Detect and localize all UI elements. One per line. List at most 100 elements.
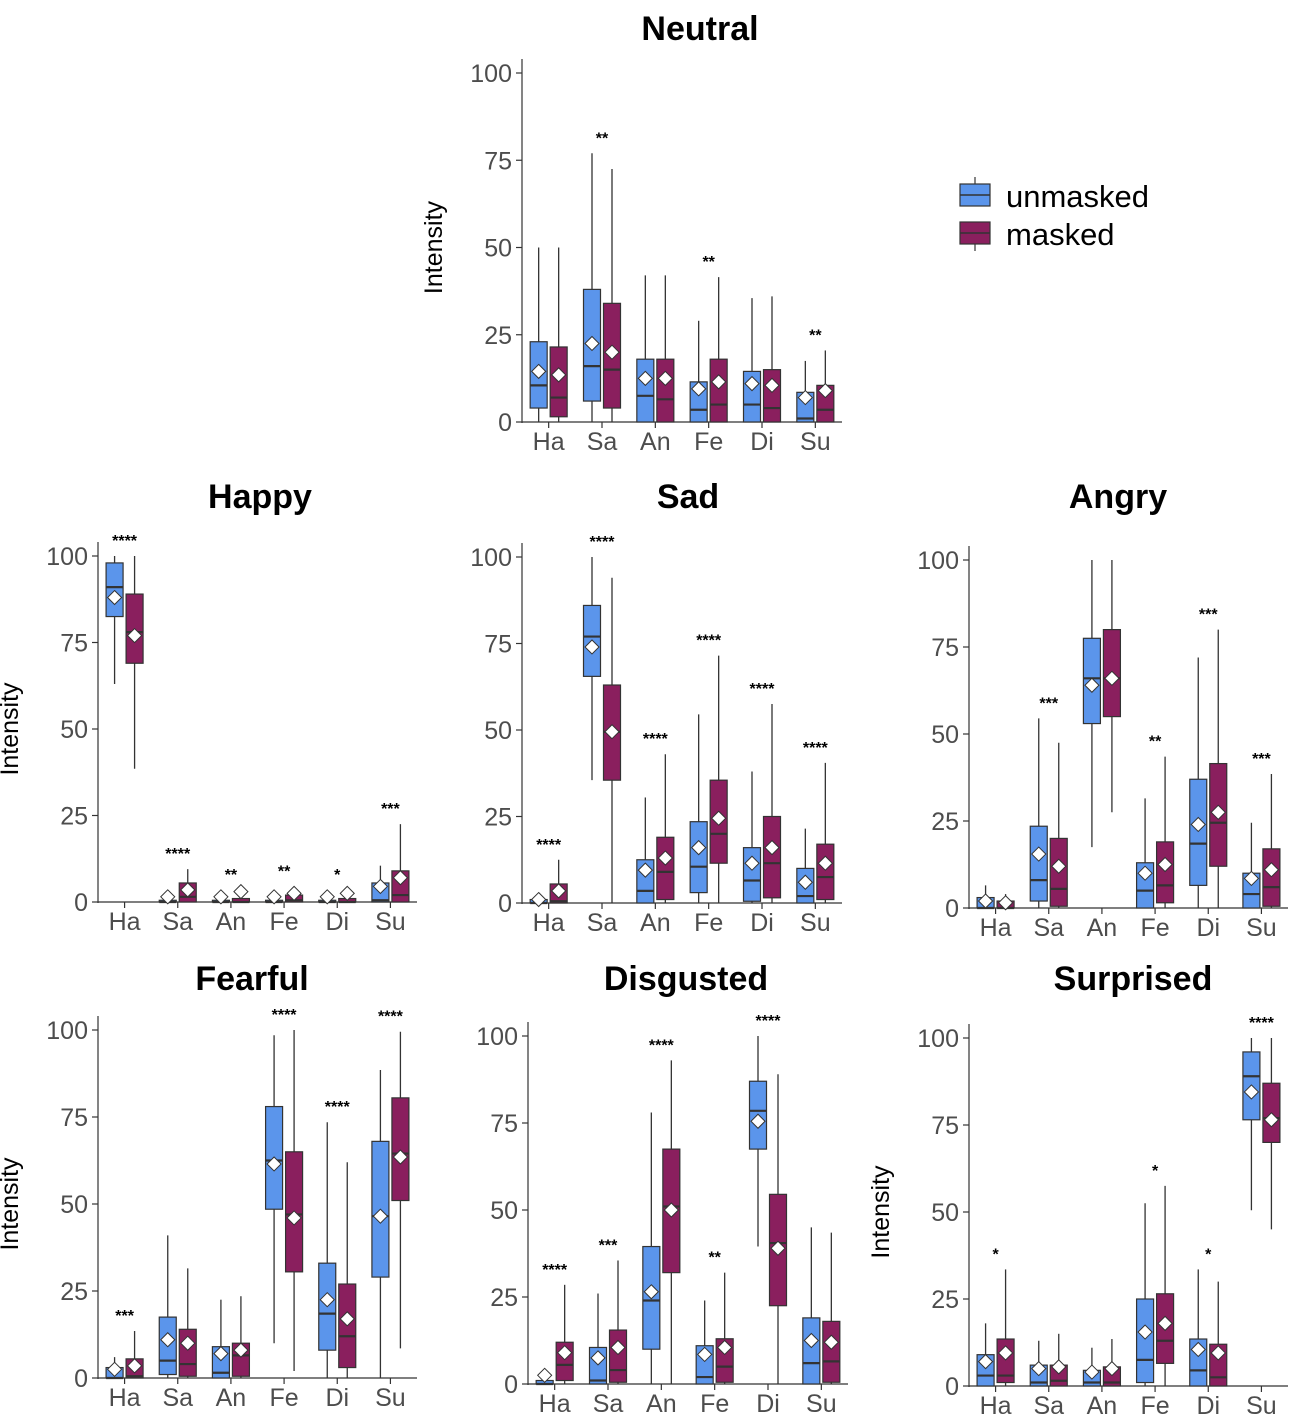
- mean-marker: [1051, 858, 1067, 874]
- box-masked-ha: [125, 1331, 144, 1379]
- box-masked-fe: [715, 1272, 734, 1384]
- x-tick-label: Sa: [593, 1390, 624, 1418]
- box-masked-ha: [549, 859, 568, 904]
- y-tick-label: 50: [484, 717, 512, 745]
- box-masked-fe: [1155, 756, 1175, 908]
- significance-label: ****: [750, 681, 776, 698]
- mean-marker: [372, 1208, 389, 1224]
- mean-marker: [550, 367, 567, 383]
- box-body: [391, 1097, 410, 1202]
- box-body: [1189, 778, 1208, 886]
- box-unmasked-ha: [529, 247, 548, 422]
- box-unmasked-an: [211, 889, 231, 905]
- box-unmasked-di: [318, 1122, 337, 1378]
- y-axis-label: Intensity: [420, 200, 448, 294]
- mean-marker: [710, 374, 727, 390]
- legend: unmasked masked: [959, 177, 1149, 252]
- mean-marker: [1137, 865, 1153, 881]
- box-masked-sa: [178, 1268, 197, 1378]
- significance-label: *: [1205, 1246, 1212, 1263]
- mean-marker: [530, 363, 547, 380]
- box-unmasked-fe: [1135, 798, 1155, 909]
- mean-marker: [180, 1335, 196, 1351]
- box-unmasked-su: [371, 865, 390, 903]
- box-masked-sa: [602, 168, 622, 422]
- mean-marker: [550, 883, 567, 899]
- box-body: [762, 369, 782, 423]
- y-tick-label: 50: [60, 1191, 88, 1219]
- x-tick-label: Di: [750, 909, 774, 937]
- mean-marker: [160, 1332, 176, 1348]
- mean-marker: [604, 724, 620, 740]
- x-tick-label: Sa: [587, 428, 618, 456]
- box-masked-ha: [549, 247, 568, 422]
- box-unmasked-sa: [158, 889, 177, 905]
- mean-marker: [716, 1339, 733, 1356]
- mean-marker: [977, 893, 994, 909]
- x-tick-label: Ha: [109, 1384, 141, 1412]
- box-unmasked-an: [211, 1299, 231, 1379]
- mean-marker: [817, 855, 834, 871]
- legend-label-masked: masked: [1006, 217, 1115, 252]
- significance-label: ****: [165, 846, 191, 863]
- significance-label: ****: [272, 1007, 298, 1024]
- box-unmasked-an: [636, 797, 655, 904]
- significance-label: *: [334, 867, 341, 884]
- y-tick-label: 25: [931, 808, 959, 836]
- mean-marker: [1104, 670, 1120, 687]
- y-tick-label: 25: [60, 803, 88, 831]
- box-unmasked-di: [1189, 1269, 1208, 1387]
- significance-label: *: [1152, 1163, 1159, 1180]
- box-unmasked-ha: [535, 1367, 554, 1386]
- box-masked-sa: [608, 1260, 628, 1384]
- significance-label: **: [1149, 734, 1162, 751]
- box-masked-su: [1262, 774, 1281, 908]
- box-unmasked-ha: [976, 1323, 995, 1387]
- box-masked-su: [816, 762, 835, 903]
- box-masked-di: [338, 1162, 357, 1378]
- mean-marker: [744, 855, 760, 871]
- box-masked-su: [1262, 1038, 1281, 1230]
- box-masked-an: [231, 883, 251, 904]
- x-tick-label: Ha: [533, 428, 565, 456]
- significance-label: *: [992, 1246, 999, 1263]
- box-body: [1029, 825, 1048, 902]
- x-tick-label: Fe: [269, 1384, 298, 1412]
- y-tick-label: 25: [931, 1286, 959, 1314]
- mean-marker: [1137, 1324, 1153, 1340]
- mean-marker: [530, 891, 547, 908]
- box-masked-ha: [125, 556, 144, 769]
- mean-marker: [584, 639, 600, 655]
- mean-marker: [657, 370, 674, 387]
- box-body: [105, 562, 124, 618]
- x-tick-label: Sa: [162, 908, 193, 936]
- mean-marker: [213, 1345, 229, 1362]
- mean-marker: [1084, 677, 1100, 693]
- panel-sad: Sad 0 25 50 75 100 Ha **** Sa **** An **** Fe **** Di *…: [470, 478, 842, 937]
- box-masked-an: [662, 1060, 681, 1384]
- mean-marker: [180, 882, 196, 898]
- x-tick-label: An: [640, 428, 671, 456]
- mean-marker: [266, 1156, 282, 1172]
- box-unmasked-ha: [105, 1357, 124, 1380]
- significance-label: ****: [1249, 1015, 1275, 1032]
- mean-marker: [126, 627, 143, 644]
- mean-marker: [1157, 1315, 1173, 1332]
- significance-label: ****: [590, 534, 616, 551]
- mean-marker: [1210, 804, 1226, 821]
- y-tick-label: 100: [470, 60, 512, 88]
- box-masked-su: [816, 350, 835, 423]
- mean-marker: [696, 1346, 713, 1363]
- box-masked-di: [762, 296, 782, 423]
- y-tick-label: 25: [484, 322, 512, 350]
- box-masked-di: [338, 885, 357, 904]
- mean-marker: [663, 1202, 680, 1218]
- mean-marker: [213, 889, 229, 905]
- box-body: [1262, 848, 1281, 907]
- mean-marker: [770, 1240, 786, 1256]
- box-masked-ha: [555, 1284, 574, 1384]
- mean-marker: [319, 1291, 335, 1308]
- y-tick-label: 50: [490, 1197, 518, 1225]
- box-unmasked-su: [371, 1070, 390, 1378]
